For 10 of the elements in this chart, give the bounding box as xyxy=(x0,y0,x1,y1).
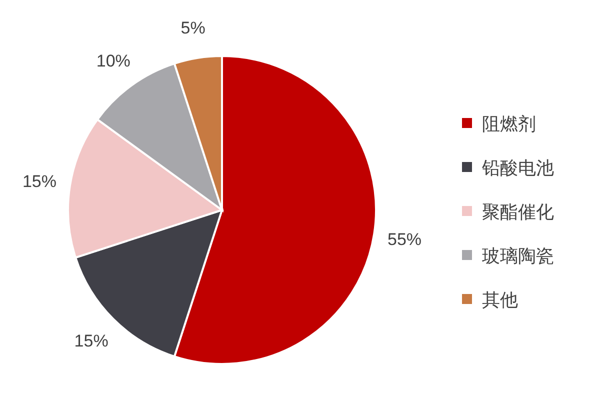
legend-label: 其他 xyxy=(482,290,518,310)
data-label: 15% xyxy=(22,172,56,192)
legend-label: 阻燃剂 xyxy=(482,114,536,134)
data-label: 55% xyxy=(388,230,422,249)
legend-label: 聚酯催化 xyxy=(482,202,554,222)
legend-label: 玻璃陶瓷 xyxy=(482,246,554,266)
legend-label: 铅酸电池 xyxy=(481,158,554,178)
data-label: 15% xyxy=(74,332,108,351)
data-label: 5% xyxy=(180,18,206,38)
data-label: 10% xyxy=(96,51,130,70)
